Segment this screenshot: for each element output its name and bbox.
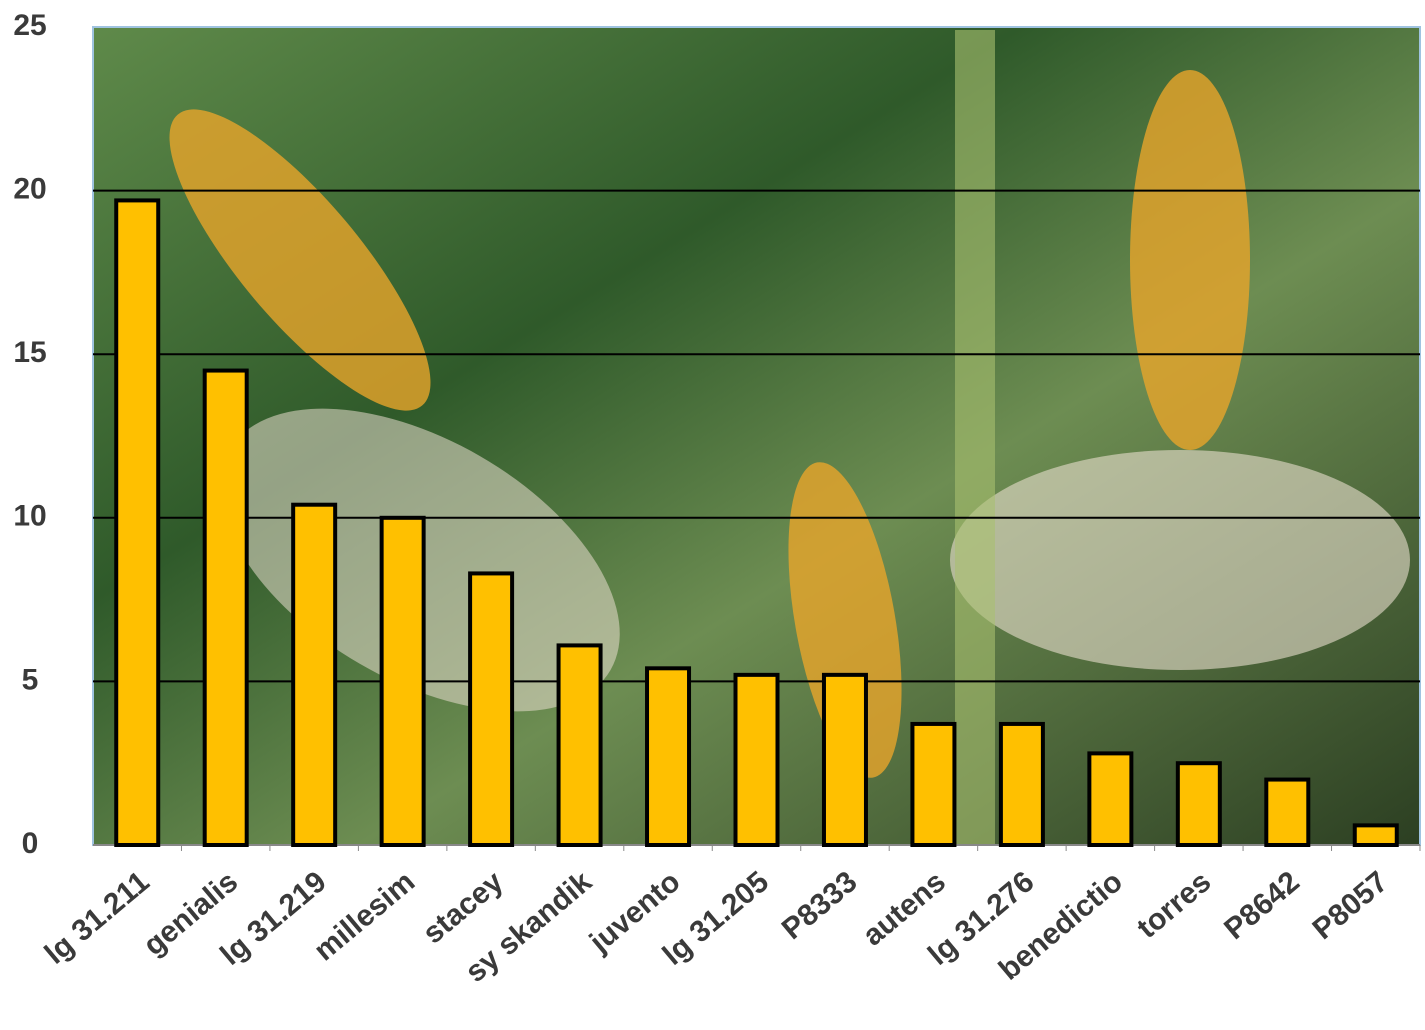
x-tick-label: millesim bbox=[308, 865, 421, 967]
bar bbox=[910, 721, 957, 847]
bar bbox=[1264, 777, 1311, 847]
x-tick-label: torres bbox=[1131, 865, 1217, 945]
y-tick-label: 15 bbox=[13, 336, 46, 369]
bar bbox=[379, 515, 426, 847]
decor bbox=[950, 450, 1410, 670]
bar bbox=[1087, 751, 1134, 847]
y-tick-label: 25 bbox=[13, 9, 46, 42]
bar bbox=[291, 502, 338, 847]
decor bbox=[955, 30, 995, 845]
bar bbox=[556, 643, 603, 848]
y-tick-label: 0 bbox=[22, 827, 39, 860]
bar bbox=[1352, 823, 1399, 847]
bar bbox=[114, 198, 161, 847]
bar bbox=[645, 666, 692, 848]
bar bbox=[202, 368, 249, 847]
bar bbox=[998, 721, 1045, 847]
x-tick-label: lg 31.211 bbox=[39, 865, 156, 971]
x-tick-label: P8642 bbox=[1218, 865, 1306, 946]
y-tick-label: 20 bbox=[13, 173, 46, 206]
bar bbox=[733, 672, 780, 848]
bar bbox=[1175, 761, 1222, 848]
decor bbox=[169, 109, 431, 411]
bar bbox=[821, 672, 868, 848]
decor bbox=[788, 462, 902, 778]
y-tick-label: 10 bbox=[13, 500, 46, 533]
decor bbox=[1130, 70, 1250, 450]
y-tick-label: 5 bbox=[22, 663, 39, 696]
x-tick-label: P8333 bbox=[776, 865, 864, 946]
x-tick-label: P8057 bbox=[1307, 865, 1395, 946]
bar bbox=[468, 571, 515, 847]
